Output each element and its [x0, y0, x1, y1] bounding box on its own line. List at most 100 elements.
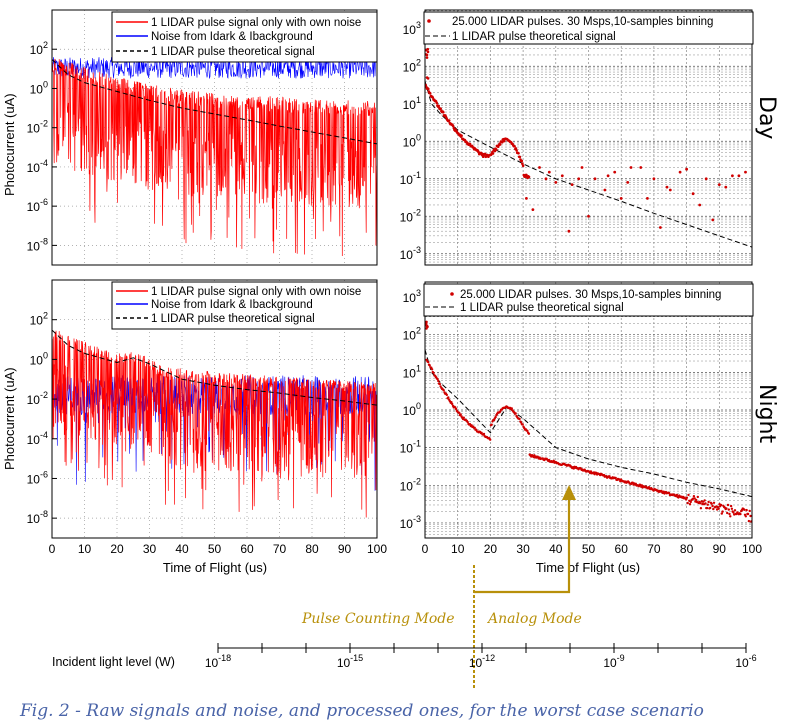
data-point	[699, 507, 703, 510]
data-point	[426, 50, 430, 54]
data-point	[580, 166, 584, 169]
data-point	[748, 509, 751, 513]
pulse-counting-label: Pulse Counting Mode	[301, 611, 455, 627]
data-point	[518, 417, 521, 421]
data-point	[432, 371, 435, 375]
data-point	[482, 432, 486, 436]
y-ticks: 103 102 101 100 10-1 10-2 10-3	[400, 20, 421, 262]
legend-processed: 25.000 LIDAR pulses. 30 Msps,10-samples …	[460, 289, 721, 301]
panel-night-raw: 102 100 10-2 10-4 10-6 10-8 1 LIDAR pulse sig…	[27, 279, 378, 539]
data-point	[749, 514, 752, 518]
y-ticks: 102 100 10-2 10-4 10-6 10-8	[27, 311, 57, 526]
x-tick-label: 100	[367, 542, 387, 556]
data-point	[710, 502, 713, 505]
data-point	[698, 502, 702, 505]
data-point	[451, 402, 454, 406]
grid	[425, 10, 752, 265]
data-point	[567, 229, 571, 233]
data-point	[527, 432, 531, 435]
data-point	[691, 192, 695, 196]
incident-light-label: Incident light level (W)	[52, 655, 175, 669]
data-point	[531, 208, 535, 212]
data-point	[692, 495, 696, 498]
data-point	[721, 510, 724, 513]
legend-noise: Noise from Idark & Ibackground	[151, 31, 313, 43]
data-point	[729, 504, 733, 508]
data-point	[711, 504, 714, 508]
y-ticks: 103 102 101 100 10-1 10-2 10-3	[400, 288, 421, 531]
panel-night-processed: 103 102 101 100 10-1 10-2 10-3 25.000 LIDAR pu…	[400, 281, 779, 539]
mode-annotation: Pulse Counting Mode Analog Mode	[301, 485, 582, 690]
data-point	[445, 393, 448, 397]
data-point	[705, 506, 709, 510]
data-point	[577, 177, 581, 181]
data-point	[430, 368, 434, 371]
y-tick-label: 102	[403, 326, 421, 343]
data-point	[724, 185, 728, 189]
data-point	[447, 396, 450, 399]
y-ticks: 102 100 10-2 10-4 10-6 10-8	[27, 40, 57, 253]
y-tick-label: 10-2	[27, 119, 48, 136]
data-point	[489, 438, 492, 441]
data-point	[425, 320, 428, 324]
data-point	[437, 104, 441, 108]
light-tick-label: 10-15	[337, 653, 363, 670]
y-tick-label: 10-8	[27, 236, 48, 253]
data-point	[533, 454, 536, 457]
data-point	[437, 379, 440, 383]
data-point	[696, 495, 699, 499]
data-point	[473, 426, 476, 429]
y-tick-label: 101	[403, 95, 421, 112]
data-point	[454, 407, 458, 411]
theory-line	[425, 81, 752, 248]
data-point	[425, 53, 428, 56]
data-point	[462, 416, 465, 419]
data-point	[639, 166, 643, 169]
x-tick-label: 10	[78, 542, 92, 556]
x-tick-label: 20	[110, 542, 124, 556]
x-tick-label: 80	[305, 542, 319, 556]
data-point	[570, 183, 574, 187]
y-tick-label: 10-6	[27, 469, 48, 486]
data-point	[614, 476, 617, 480]
x-ticks-right: 0 10 20 30 40 50 60 70 80 90 100	[422, 542, 763, 556]
data-point	[732, 511, 735, 514]
legend: 25.000 LIDAR pulses. 30 Msps,10-samples …	[423, 11, 754, 45]
legend-raw: 1 LIDAR pulse signal only with own noise	[151, 17, 361, 29]
y-tick-label: 100	[30, 79, 48, 96]
data-point	[466, 420, 469, 424]
data-point	[744, 515, 747, 518]
plot-area	[425, 320, 752, 523]
data-point	[428, 92, 432, 95]
data-point	[526, 429, 529, 432]
legend-noise: Noise from Idark & Ibackground	[151, 299, 313, 311]
data-point	[706, 503, 709, 506]
data-point	[709, 506, 712, 510]
legend-theory: 1 LIDAR pulse theoretical signal	[151, 46, 315, 58]
data-point	[428, 364, 431, 367]
x-tick-label: 50	[208, 542, 222, 556]
data-point	[675, 493, 679, 497]
y-tick-label: 100	[403, 401, 421, 418]
data-point	[629, 166, 633, 169]
raw-signal-trace	[52, 58, 377, 257]
data-point	[717, 507, 720, 510]
theory-line	[425, 349, 752, 498]
data-point	[502, 139, 506, 143]
data-point	[514, 147, 518, 150]
data-point	[520, 159, 524, 163]
data-point	[425, 76, 429, 79]
data-point	[704, 177, 708, 181]
x-axis-label-left: Time of Flight (us)	[163, 560, 267, 575]
y-tick-label: 100	[403, 132, 421, 149]
data-point	[712, 501, 716, 504]
data-point	[593, 177, 597, 181]
legend: 1 LIDAR pulse signal only with own noise…	[111, 281, 378, 330]
legend-theory: 1 LIDAR pulse theoretical signal	[460, 302, 624, 314]
data-point	[703, 499, 706, 502]
data-point	[538, 166, 541, 169]
data-point	[712, 507, 715, 511]
data-point	[460, 134, 463, 137]
data-point	[495, 148, 498, 151]
y-tick-label: 10-4	[27, 158, 48, 175]
